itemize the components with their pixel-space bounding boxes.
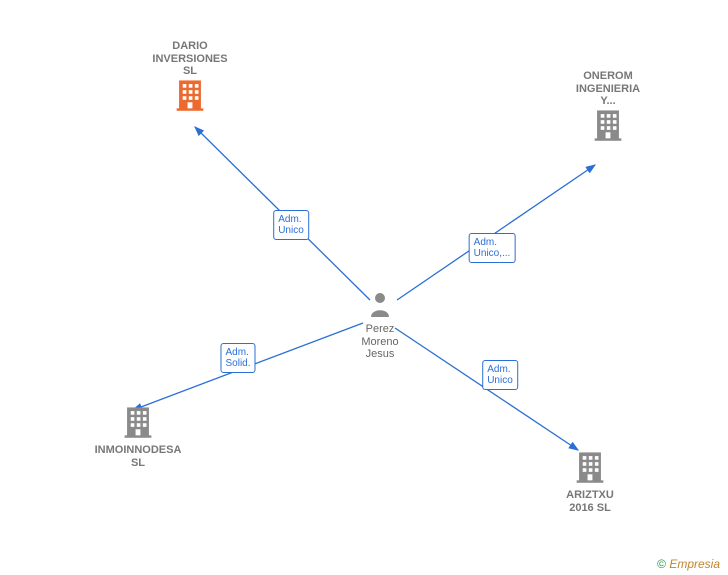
company-label: INMOINNODESA SL (88, 444, 188, 469)
person-icon (368, 290, 392, 318)
edge-label: Adm. Unico (273, 210, 309, 240)
brand-name: Empresia (669, 557, 720, 571)
edge-label: Adm. Solid. (220, 343, 255, 373)
diagram-canvas: DARIO INVERSIONES SL ONEROM INGENIERIA Y.… (0, 0, 728, 575)
company-node[interactable]: INMOINNODESA SL (88, 405, 188, 469)
company-node[interactable]: ARIZTXU 2016 SL (540, 450, 640, 514)
company-node[interactable]: DARIO INVERSIONES SL (140, 40, 240, 117)
person-node[interactable]: Perez Moreno Jesus (330, 290, 430, 361)
edge-label: Adm. Unico,... (469, 233, 516, 263)
building-icon (575, 450, 605, 484)
building-icon (593, 108, 623, 142)
copyright-symbol: © (657, 557, 666, 571)
edge-label: Adm. Unico (482, 360, 518, 390)
watermark: © Empresia (657, 557, 720, 571)
company-node[interactable]: ONEROM INGENIERIA Y... (558, 70, 658, 147)
building-icon (123, 405, 153, 439)
company-label: ONEROM INGENIERIA Y... (558, 70, 658, 108)
company-label: ARIZTXU 2016 SL (540, 489, 640, 514)
company-label: DARIO INVERSIONES SL (140, 40, 240, 78)
building-icon (175, 78, 205, 112)
person-label: Perez Moreno Jesus (330, 323, 430, 361)
